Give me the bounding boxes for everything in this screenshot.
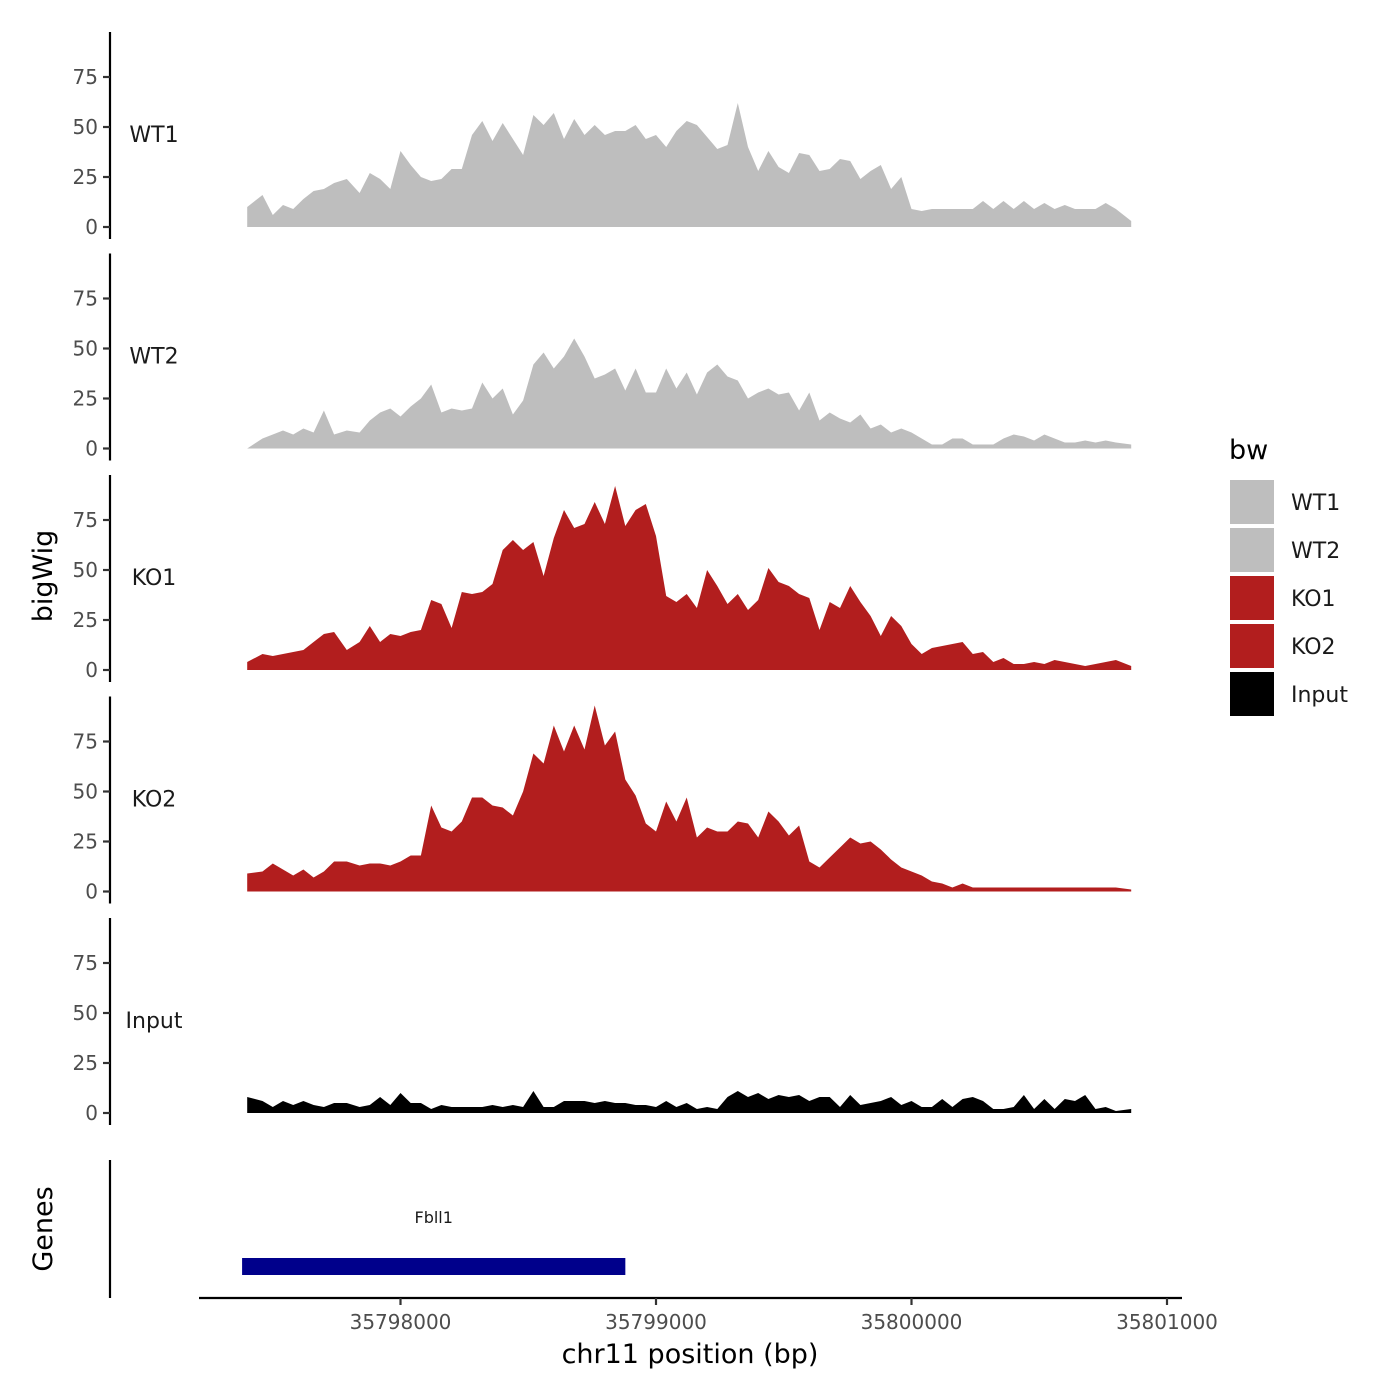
track-wt1: 0 25 50 75 WT1 — [73, 32, 1132, 239]
legend: WT1 WT2 KO1 KO2 Input — [1230, 480, 1348, 716]
legend-swatch-wt2 — [1230, 528, 1274, 572]
legend-title: bw — [1229, 435, 1268, 466]
genes-panel: Fbll1 — [108, 1160, 626, 1298]
y-tick-label: 25 — [73, 165, 98, 189]
x-axis-title: chr11 position (bp) — [562, 1339, 819, 1370]
y-tick-label: 25 — [73, 830, 98, 854]
y-tick-label: 50 — [73, 558, 98, 582]
tracks: 0 25 50 75 WT1 0 25 50 75 WT2 0 25 50 75 KO1 0 25 50 75 KO2… — [73, 32, 1132, 1125]
x-tick-label: 35799000 — [605, 1310, 707, 1334]
y-tick-label: 75 — [73, 951, 98, 975]
area-ko2 — [247, 705, 1132, 892]
x-tick-label: 35800000 — [861, 1310, 963, 1334]
legend-label-wt2: WT2 — [1291, 539, 1340, 564]
track-label: KO2 — [132, 788, 177, 813]
y-tick-label: 0 — [85, 215, 98, 239]
x-tick-label: 35801000 — [1116, 1310, 1218, 1334]
track-label: WT1 — [129, 123, 178, 148]
track-label: WT2 — [129, 345, 178, 370]
track-label: Input — [126, 1009, 183, 1034]
area-wt2 — [247, 338, 1132, 449]
legend-swatch-input — [1230, 672, 1274, 716]
y-tick-label: 0 — [85, 880, 98, 904]
area-wt1 — [247, 103, 1132, 227]
track-ko2: 0 25 50 75 KO2 — [73, 696, 1132, 904]
y-tick-label: 50 — [73, 780, 98, 804]
legend-label-ko1: KO1 — [1291, 587, 1336, 612]
area-input — [247, 1091, 1132, 1113]
y-tick-label: 75 — [73, 65, 98, 89]
y-tick-label: 50 — [73, 1001, 98, 1025]
legend-label-wt1: WT1 — [1291, 491, 1340, 516]
legend-label-ko2: KO2 — [1291, 635, 1336, 660]
y-tick-label: 50 — [73, 115, 98, 139]
genes-axis-title: Genes — [28, 1186, 59, 1271]
track-wt2: 0 25 50 75 WT2 — [73, 253, 1132, 461]
legend-swatch-wt1 — [1230, 480, 1274, 524]
area-ko1 — [247, 486, 1132, 670]
y-tick-label: 25 — [73, 1051, 98, 1075]
x-axis: 35798000 35799000 35800000 35801000 — [199, 1296, 1218, 1334]
y-tick-label: 25 — [73, 387, 98, 411]
y-tick-label: 75 — [73, 287, 98, 311]
y-tick-label: 75 — [73, 508, 98, 532]
y-tick-label: 0 — [85, 658, 98, 682]
legend-swatch-ko1 — [1230, 576, 1274, 620]
x-tick-label: 35798000 — [350, 1310, 452, 1334]
gene-bar — [242, 1258, 626, 1275]
track-ko1: 0 25 50 75 KO1 — [73, 475, 1132, 682]
track-input: 0 25 50 75 Input — [73, 918, 1132, 1125]
y-tick-label: 25 — [73, 608, 98, 632]
y-tick-label: 75 — [73, 730, 98, 754]
y-tick-label: 0 — [85, 1101, 98, 1125]
y-tick-label: 50 — [73, 337, 98, 361]
y-tick-label: 0 — [85, 437, 98, 461]
legend-swatch-ko2 — [1230, 624, 1274, 668]
y-axis-title: bigWig — [28, 530, 59, 623]
track-label: KO1 — [132, 566, 177, 591]
legend-label-input: Input — [1291, 683, 1348, 708]
gene-label: Fbll1 — [414, 1208, 452, 1227]
